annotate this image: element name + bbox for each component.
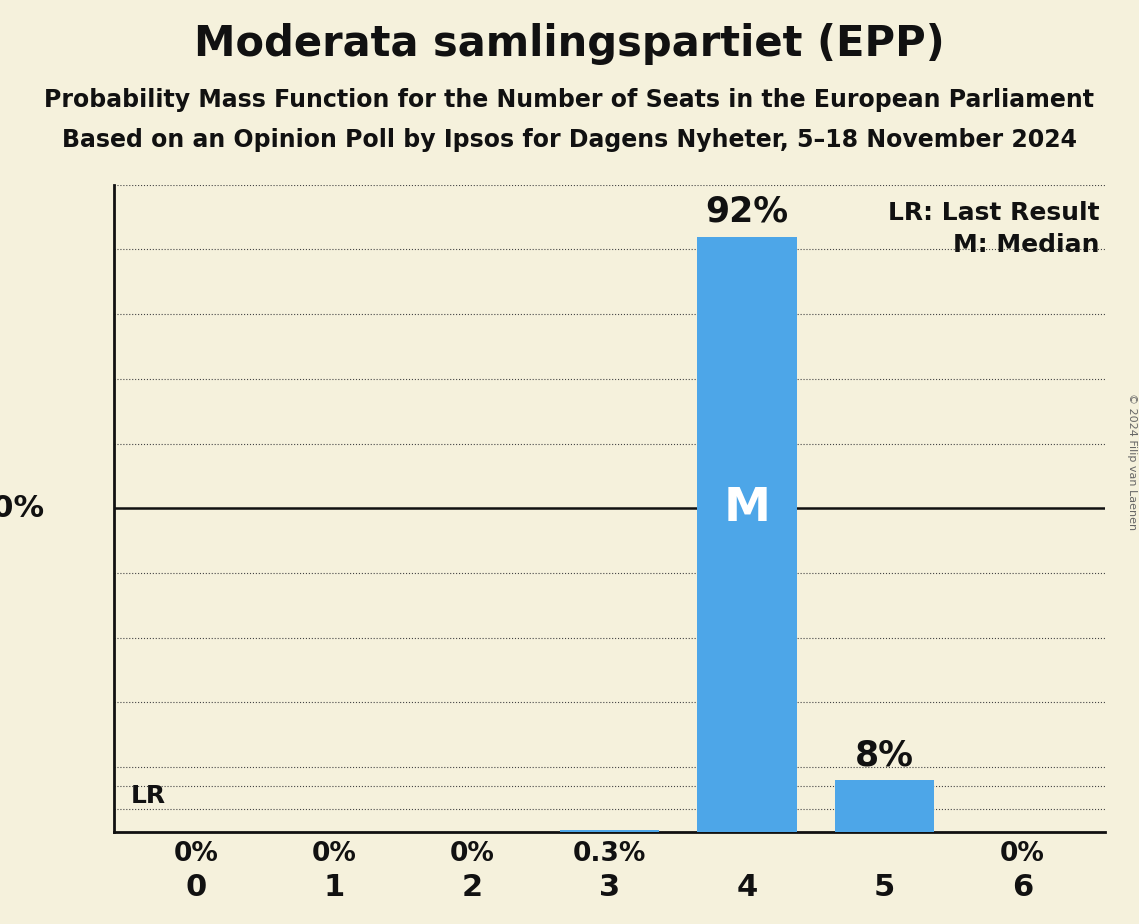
Text: 50%: 50% bbox=[0, 493, 44, 523]
Text: 0%: 0% bbox=[174, 841, 219, 868]
Bar bbox=[835, 780, 934, 832]
Text: LR: LR bbox=[130, 784, 165, 808]
Text: 0%: 0% bbox=[312, 841, 357, 868]
Text: M: M bbox=[723, 486, 770, 530]
Text: 0%: 0% bbox=[449, 841, 494, 868]
Text: 0%: 0% bbox=[1000, 841, 1044, 868]
Bar bbox=[697, 237, 796, 832]
Text: Based on an Opinion Poll by Ipsos for Dagens Nyheter, 5–18 November 2024: Based on an Opinion Poll by Ipsos for Da… bbox=[62, 128, 1077, 152]
Text: 92%: 92% bbox=[705, 195, 788, 229]
Text: M: Median: M: Median bbox=[953, 233, 1100, 257]
Text: 8%: 8% bbox=[855, 738, 915, 772]
Text: LR: Last Result: LR: Last Result bbox=[888, 201, 1100, 225]
Text: © 2024 Filip van Laenen: © 2024 Filip van Laenen bbox=[1126, 394, 1137, 530]
Text: Moderata samlingspartiet (EPP): Moderata samlingspartiet (EPP) bbox=[194, 23, 945, 65]
Text: Probability Mass Function for the Number of Seats in the European Parliament: Probability Mass Function for the Number… bbox=[44, 88, 1095, 112]
Text: 0.3%: 0.3% bbox=[573, 841, 646, 868]
Bar bbox=[560, 830, 658, 832]
